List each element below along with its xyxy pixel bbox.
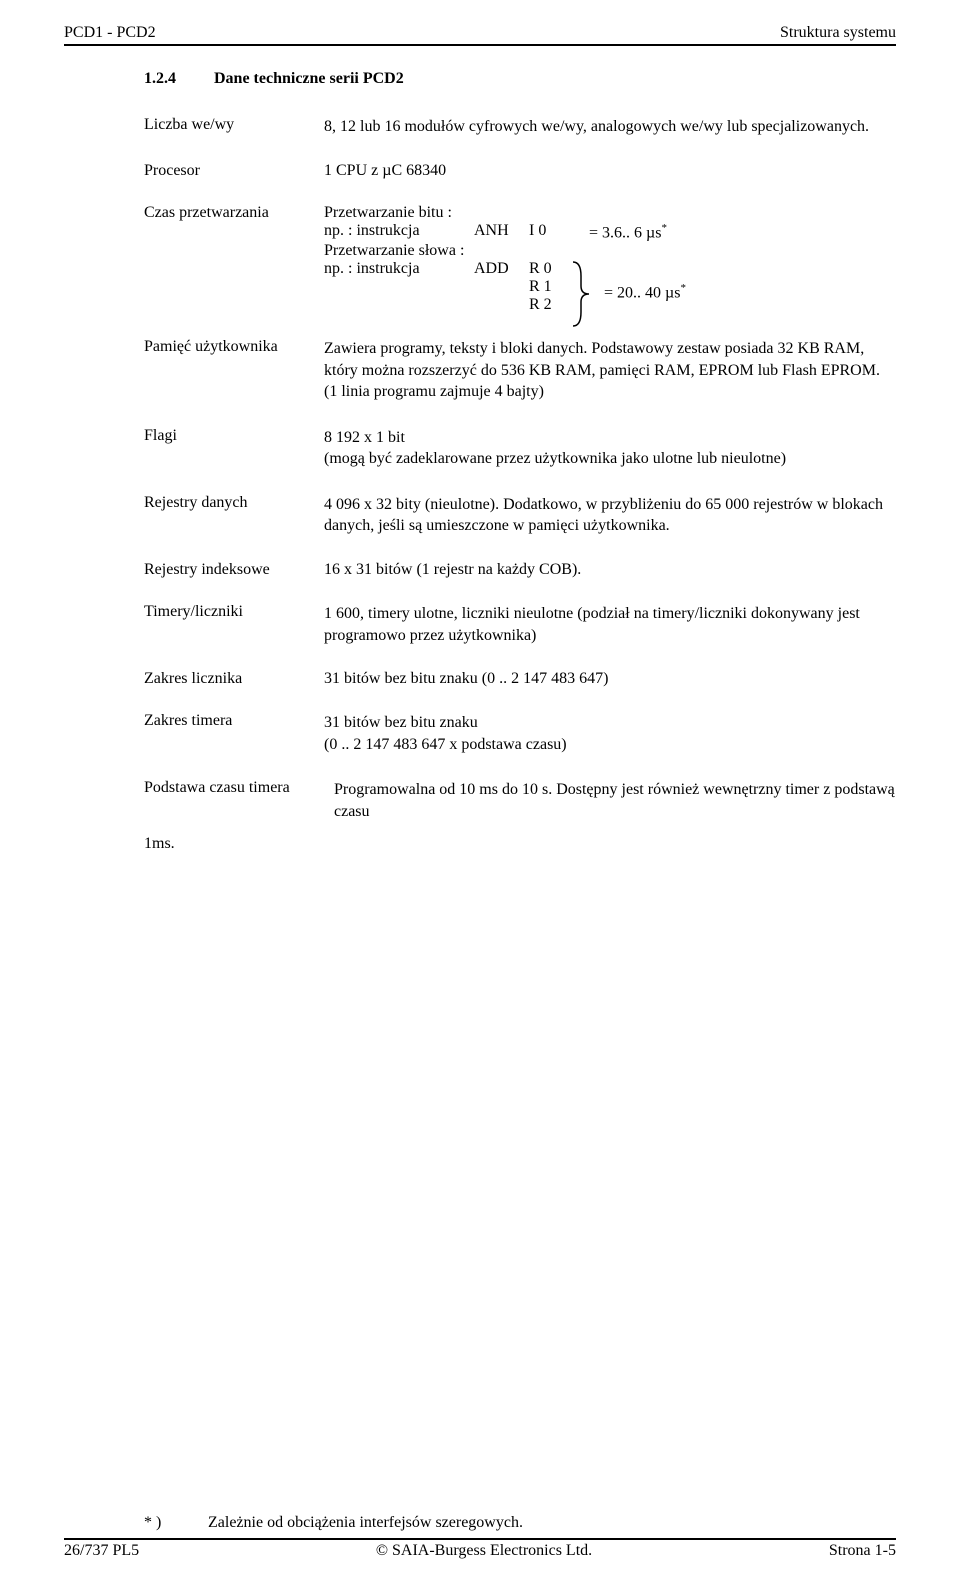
time-base-tail: 1ms. <box>144 835 175 853</box>
section-number: 1.2.4 <box>144 70 214 88</box>
star-icon: * <box>680 282 686 294</box>
page-header: PCD1 - PCD2 Struktura systemu <box>64 24 896 42</box>
content-body: Liczba we/wy 8, 12 lub 16 modułów cyfrow… <box>144 116 896 853</box>
label-flags: Flagi <box>144 427 324 470</box>
value-flags: 8 192 x 1 bit (mogą być zadeklarowane pr… <box>324 427 896 470</box>
footnote: * ) Zależnie od obciążenia interfejsów s… <box>144 1514 896 1532</box>
value-timers-counters: 1 600, timery ulotne, liczniki nieulotne… <box>324 603 896 646</box>
label-timer-range: Zakres timera <box>144 712 324 755</box>
word-eq-text: = 20.. 40 µs <box>604 284 680 301</box>
word-timing: = 20.. 40 µs* <box>604 282 686 302</box>
label-processor: Procesor <box>144 162 324 180</box>
row-io: Liczba we/wy 8, 12 lub 16 modułów cyfrow… <box>144 116 896 138</box>
row-counter-range: Zakres licznika 31 bitów bez bitu znaku … <box>144 670 896 688</box>
footer-rule <box>64 1538 896 1540</box>
bit-timing: = 3.6.. 6 µs* <box>589 222 667 242</box>
bit-mnemonic: ANH <box>474 222 529 242</box>
word-bracket-group: np. : instrukcja ADD R 0 R 1 R 2 <box>324 260 896 314</box>
label-data-registers: Rejestry danych <box>144 494 324 537</box>
star-icon: * <box>661 222 667 234</box>
word-instruction-line: np. : instrukcja ADD R 0 <box>324 260 896 278</box>
word-mnemonic: ADD <box>474 260 529 278</box>
label-time-base: Podstawa czasu timera <box>144 779 334 822</box>
value-processor: 1 CPU z µC 68340 <box>324 162 896 180</box>
row-processing-time: Czas przetwarzania Przetwarzanie bitu : … <box>144 204 896 314</box>
footer-left: 26/737 PL5 <box>64 1542 139 1560</box>
value-counter-range: 31 bitów bez bitu znaku (0 .. 2 147 483 … <box>324 670 896 688</box>
row-timers-counters: Timery/liczniki 1 600, timery ulotne, li… <box>144 603 896 646</box>
value-data-registers: 4 096 x 32 bity (nieulotne). Dodatkowo, … <box>324 494 896 537</box>
label-index-registers: Rejestry indeksowe <box>144 561 324 579</box>
label-processing-time: Czas przetwarzania <box>144 204 324 314</box>
row-time-base: Podstawa czasu timera Programowalna od 1… <box>144 779 896 822</box>
section-heading: 1.2.4 Dane techniczne serii PCD2 <box>144 70 896 88</box>
header-right: Struktura systemu <box>780 24 896 42</box>
row-processor: Procesor 1 CPU z µC 68340 <box>144 162 896 180</box>
row-user-memory: Pamięć użytkownika Zawiera programy, tek… <box>144 338 896 403</box>
row-index-registers: Rejestry indeksowe 16 x 31 bitów (1 reje… <box>144 561 896 579</box>
bit-eq-text: = 3.6.. 6 µs <box>589 224 661 241</box>
row-data-registers: Rejestry danych 4 096 x 32 bity (nieulot… <box>144 494 896 537</box>
word-instr-lead: np. : instrukcja <box>324 260 474 278</box>
bit-instr-lead: np. : instrukcja <box>324 222 474 242</box>
value-index-registers: 16 x 31 bitów (1 rejestr na każdy COB). <box>324 561 896 579</box>
section-title-text: Dane techniczne serii PCD2 <box>214 70 404 88</box>
label-user-memory: Pamięć użytkownika <box>144 338 324 403</box>
header-left: PCD1 - PCD2 <box>64 24 156 42</box>
page-footer: * ) Zależnie od obciążenia interfejsów s… <box>64 1514 896 1560</box>
row-flags: Flagi 8 192 x 1 bit (mogą być zadeklarow… <box>144 427 896 470</box>
bit-processing-label: Przetwarzanie bitu : <box>324 204 896 222</box>
footnote-mark: * ) <box>144 1514 204 1532</box>
value-processing-time: Przetwarzanie bitu : np. : instrukcja AN… <box>324 204 896 314</box>
footnote-text: Zależnie od obciążenia interfejsów szere… <box>208 1514 523 1531</box>
word-processing-label: Przetwarzanie słowa : <box>324 242 896 260</box>
value-time-base: Programowalna od 10 ms do 10 s. Dostępny… <box>334 779 896 822</box>
value-timer-range: 31 bitów bez bitu znaku (0 .. 2 147 483 … <box>324 712 896 755</box>
value-io: 8, 12 lub 16 modułów cyfrowych we/wy, an… <box>324 116 896 138</box>
footer-center: © SAIA-Burgess Electronics Ltd. <box>376 1542 592 1560</box>
footer-right: Strona 1-5 <box>829 1542 896 1560</box>
label-timers-counters: Timery/liczniki <box>144 603 324 646</box>
bit-instruction-line: np. : instrukcja ANH I 0 = 3.6.. 6 µs* <box>324 222 896 242</box>
row-time-base-tail: 1ms. <box>144 835 896 853</box>
row-timer-range: Zakres timera 31 bitów bez bitu znaku (0… <box>144 712 896 755</box>
bracket-icon <box>569 260 593 328</box>
value-user-memory: Zawiera programy, teksty i bloki danych.… <box>324 338 896 403</box>
bit-arg: I 0 <box>529 222 589 242</box>
header-rule <box>64 44 896 46</box>
label-counter-range: Zakres licznika <box>144 670 324 688</box>
label-io: Liczba we/wy <box>144 116 324 138</box>
footer-row: 26/737 PL5 © SAIA-Burgess Electronics Lt… <box>64 1542 896 1560</box>
